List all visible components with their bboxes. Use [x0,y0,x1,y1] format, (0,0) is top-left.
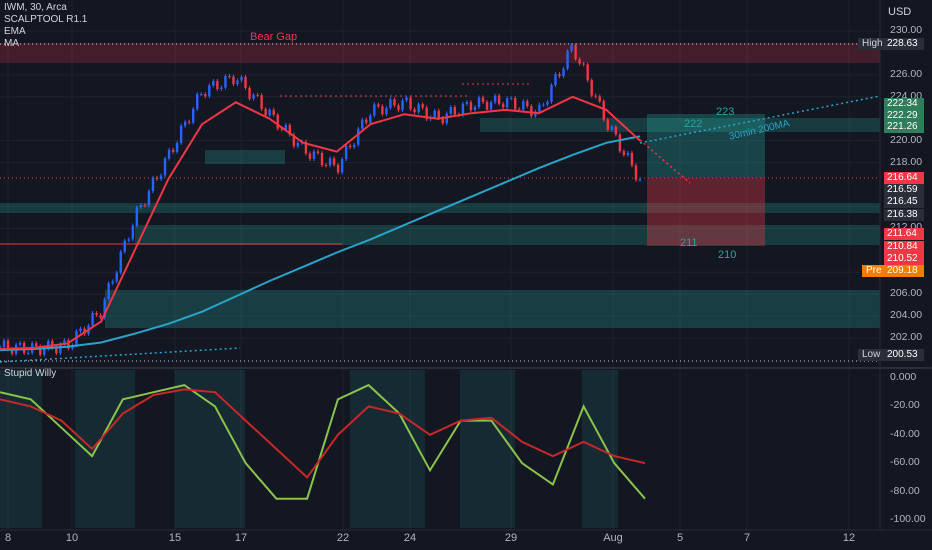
oscillator-band [175,370,245,528]
price-tick: 218.00 [890,155,923,168]
price-tag: 210.52 [884,253,924,265]
stop-210-label: 210 [718,249,737,261]
price-tag: 216.59 [884,184,924,196]
osc-tick: 0.000 [890,371,917,383]
green-zone-4 [135,225,880,245]
indicator-legend-ma[interactable]: MA [4,38,19,49]
ema-projection [639,139,691,184]
time-tick: 24 [403,532,417,544]
price-tag-label: Pre [862,265,886,277]
price-tag: 216.45 [884,196,924,208]
osc-tick: -100.00 [890,513,926,525]
stop-box [647,178,765,246]
target-223-label: 223 [716,106,735,118]
price-tag: 211.64 [884,228,924,240]
indicator-legend-scalptool[interactable]: SCALPTOOL R1.1 [4,14,88,25]
green-zone-3 [0,203,880,213]
time-tick: 22 [336,532,350,544]
osc-tick: -60.00 [890,456,920,469]
price-tick: 206.00 [890,287,923,300]
bear-gap-label: Bear Gap [250,31,298,43]
time-tick: 5 [676,532,684,544]
price-tick: 220.00 [890,133,923,146]
osc-fast-line [0,383,646,500]
price-tag: 222.34 [884,98,924,110]
osc-slow-line [0,388,646,479]
osc-tick: -20.00 [890,399,920,412]
time-tick: 7 [743,532,751,544]
time-tick: 15 [168,532,182,544]
time-tick: 29 [504,532,518,544]
target-box [647,114,765,178]
oscillator-bands [0,370,618,528]
price-tag: 221.26 [884,121,924,133]
green-zone-1 [205,150,285,164]
price-tag-label: Low [858,349,885,361]
oscillator-band [460,370,515,528]
osc-tick: -40.00 [890,427,920,440]
axis-unit-label[interactable]: USD [888,6,912,18]
green-zone-2 [480,118,880,132]
time-tick: 8 [4,532,12,544]
ema-line [0,95,641,350]
green-zone-5 [105,290,880,328]
price-tag: 216.64 [884,172,924,184]
oscillator-legend[interactable]: Stupid Willy [4,368,57,379]
time-tick: 10 [65,532,79,544]
time-tick: Aug [603,532,623,544]
grid [0,0,880,530]
price-tick: 202.00 [890,331,923,344]
symbol-legend[interactable]: IWM, 30, Arca [4,2,67,13]
oscillator-band [350,370,425,528]
price-tick: 204.00 [890,309,923,322]
time-tick: 17 [234,532,248,544]
time-tick: 12 [842,532,856,544]
price-tag: 200.53 [884,349,924,361]
bear-gap-zone [0,43,880,63]
ma-200-line [0,135,641,352]
indicator-legend-ema[interactable]: EMA [4,26,26,37]
price-tag: 209.18 [884,265,924,277]
price-tag: 216.38 [884,209,924,221]
candle [0,346,2,348]
price-tick: 226.00 [890,67,923,80]
ma-projection [639,95,881,144]
target-222-label: 222 [684,118,703,130]
stop-211-label: 211 [680,237,698,249]
osc-tick: -80.00 [890,484,920,497]
price-tag-label: High [858,38,887,50]
price-tag: 228.63 [884,38,924,50]
price-tag: 222.29 [884,110,924,122]
lower-trendline [0,347,241,363]
price-tag: 210.84 [884,241,924,253]
price-tick: 230.00 [890,23,923,36]
